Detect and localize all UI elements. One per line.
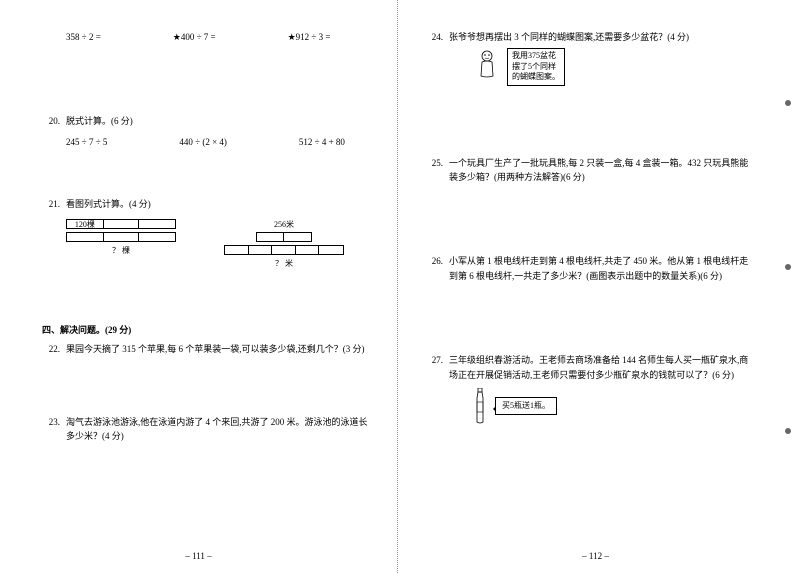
q-body: 张爷爷想再摆出 3 个同样的蝴蝶图案,还需要多少盆花？(4 分) 我用375盆花… <box>449 30 752 86</box>
bottle-icon <box>473 388 487 424</box>
dot-icon <box>785 428 791 434</box>
q-body: 三年级组织春游活动。王老师去商场准备给 144 名师生每人买一瓶矿泉水,商场正在… <box>449 353 752 424</box>
fig1-top-bar: 120棵 <box>66 219 176 229</box>
q26: 26. 小军从第 1 根电线杆走到第 4 根电线杆,共走了 450 米。他从第 … <box>425 254 752 283</box>
q19-b: ★400 ÷ 7 = <box>173 30 216 44</box>
q21: 21. 看图列式计算。(4 分) <box>42 197 369 211</box>
q19-a: 358 ÷ 2 = <box>66 30 101 44</box>
grandpa-icon <box>473 48 501 80</box>
q-num: 24. <box>425 30 443 86</box>
q21-title: 看图列式计算。(4 分) <box>66 197 369 211</box>
q27: 27. 三年级组织春游活动。王老师去商场准备给 144 名师生每人买一瓶矿泉水,… <box>425 353 752 424</box>
q22-text: 果园今天摘了 315 个苹果,每 6 个苹果装一袋,可以装多少袋,还剩几个？(3… <box>66 342 369 356</box>
spacer <box>42 147 369 197</box>
q-body: 看图列式计算。(4 分) <box>66 197 369 211</box>
q25-text: 一个玩具厂生产了一批玩具熊,每 2 只装一盒,每 4 盒装一箱。432 只玩具熊… <box>449 156 752 185</box>
q-num: 22. <box>42 342 60 356</box>
promo-bubble: 买5瓶送1瓶。 <box>495 397 557 416</box>
spacer <box>42 365 369 415</box>
spacer <box>425 291 752 353</box>
q-num: 26. <box>425 254 443 283</box>
fig2: 256米 ？ 米 <box>224 219 344 269</box>
dot-icon <box>785 100 791 106</box>
fig1: 120棵 ？ 棵 <box>66 219 176 269</box>
q19-c: ★912 ÷ 3 = <box>288 30 331 44</box>
q-num: 23. <box>42 415 60 444</box>
fig2-bottom-bar <box>224 245 344 255</box>
binding-dots <box>782 0 794 573</box>
fig1-bottom-label: ？ 棵 <box>66 245 176 256</box>
speech-l1: 我用375盆花 <box>512 51 560 61</box>
q25: 25. 一个玩具厂生产了一批玩具熊,每 2 只装一盒,每 4 盒装一箱。432 … <box>425 156 752 185</box>
q20: 20. 脱式计算。(6 分) <box>42 114 369 128</box>
page-number-right: – 112 – <box>397 551 794 561</box>
q-num: 21. <box>42 197 60 211</box>
q20-c: 512 ÷ 4 + 80 <box>299 137 345 147</box>
q27-text: 三年级组织春游活动。王老师去商场准备给 144 名师生每人买一瓶矿泉水,商场正在… <box>449 353 752 382</box>
fig1-label: 120棵 <box>67 220 104 228</box>
center-divider <box>397 0 398 573</box>
q20-title: 脱式计算。(6 分) <box>66 114 369 128</box>
q27-figure: 买5瓶送1瓶。 <box>449 388 752 424</box>
q23-text: 淘气去游泳池游泳,他在泳道内游了 4 个来回,共游了 200 米。游泳池的泳道长… <box>66 415 369 444</box>
q20-a: 245 ÷ 7 ÷ 5 <box>66 137 107 147</box>
spacer <box>42 269 369 309</box>
fig2-top-label: 256米 <box>256 219 312 230</box>
spacer <box>425 192 752 254</box>
q23: 23. 淘气去游泳池游泳,他在泳道内游了 4 个来回,共游了 200 米。游泳池… <box>42 415 369 444</box>
page-left: 358 ÷ 2 = ★400 ÷ 7 = ★912 ÷ 3 = 20. 脱式计算… <box>0 0 397 573</box>
q22: 22. 果园今天摘了 315 个苹果,每 6 个苹果装一袋,可以装多少袋,还剩几… <box>42 342 369 356</box>
spacer <box>42 52 369 114</box>
page-number-left: – 111 – <box>0 551 397 561</box>
q-num: 27. <box>425 353 443 424</box>
q26-text: 小军从第 1 根电线杆走到第 4 根电线杆,共走了 450 米。他从第 1 根电… <box>449 254 752 283</box>
q20-items: 245 ÷ 7 ÷ 5 440 ÷ (2 × 4) 512 ÷ 4 + 80 <box>42 137 369 147</box>
q24-figure: 我用375盆花 摆了5个同样 的蝴蝶图案。 <box>449 48 752 85</box>
dot-icon <box>785 264 791 270</box>
section4-title: 四、解决问题。(29 分) <box>42 323 369 336</box>
q21-figures: 120棵 ？ 棵 256米 ？ 米 <box>42 219 369 269</box>
page-right: 24. 张爷爷想再摆出 3 个同样的蝴蝶图案,还需要多少盆花？(4 分) 我用3… <box>397 0 794 573</box>
q-num: 25. <box>425 156 443 185</box>
spacer <box>425 94 752 156</box>
fig1-bottom-bar <box>66 232 176 242</box>
speech-bubble: 我用375盆花 摆了5个同样 的蝴蝶图案。 <box>507 48 565 85</box>
q-body: 脱式计算。(6 分) <box>66 114 369 128</box>
q19-items: 358 ÷ 2 = ★400 ÷ 7 = ★912 ÷ 3 = <box>42 30 369 44</box>
q24: 24. 张爷爷想再摆出 3 个同样的蝴蝶图案,还需要多少盆花？(4 分) 我用3… <box>425 30 752 86</box>
q-num: 20. <box>42 114 60 128</box>
fig2-top-bar <box>256 232 312 242</box>
fig2-bottom-label: ？ 米 <box>224 258 344 269</box>
q20-b: 440 ÷ (2 × 4) <box>179 137 227 147</box>
speech-l2: 摆了5个同样 <box>512 62 560 72</box>
q24-text: 张爷爷想再摆出 3 个同样的蝴蝶图案,还需要多少盆花？(4 分) <box>449 30 752 44</box>
speech-l3: 的蝴蝶图案。 <box>512 72 560 82</box>
